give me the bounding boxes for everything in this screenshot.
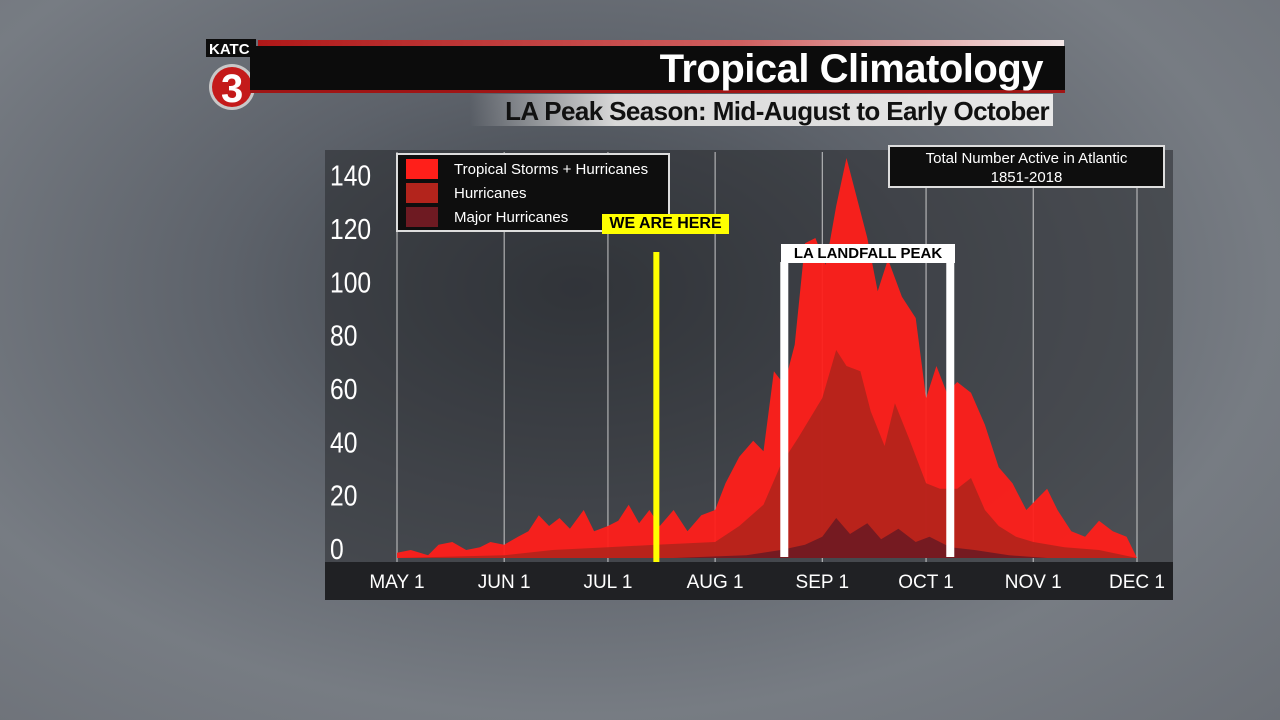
y-tick-label: 60 bbox=[330, 373, 357, 405]
x-tick-label: DEC 1 bbox=[1109, 572, 1165, 593]
y-tick-label: 80 bbox=[330, 320, 357, 352]
y-tick-label: 0 bbox=[330, 533, 344, 565]
landfall-peak-start-bar bbox=[780, 262, 789, 557]
svg-text:KATC: KATC bbox=[209, 41, 250, 58]
x-tick-label: MAY 1 bbox=[369, 572, 424, 593]
x-axis-band bbox=[325, 562, 1173, 600]
x-tick-label: JUL 1 bbox=[583, 572, 632, 593]
x-tick-label: SEP 1 bbox=[796, 572, 850, 593]
legend-label: Major Hurricanes bbox=[454, 208, 569, 226]
header-accent-strip bbox=[258, 40, 1064, 46]
legend-item-major-hurricanes: Major Hurricanes bbox=[406, 207, 568, 227]
svg-text:3: 3 bbox=[221, 67, 243, 111]
info-line-1: Total Number Active in Atlantic bbox=[925, 150, 1128, 167]
legend-label: Hurricanes bbox=[454, 184, 527, 202]
page-title: Tropical Climatology bbox=[659, 47, 1044, 91]
info-box: Total Number Active in Atlantic 1851-201… bbox=[888, 145, 1165, 188]
page-subtitle: LA Peak Season: Mid-August to Early Octo… bbox=[505, 96, 1049, 126]
landfall-peak-end-bar bbox=[946, 262, 955, 557]
info-line-2: 1851-2018 bbox=[990, 169, 1063, 186]
y-tick-label: 120 bbox=[330, 213, 371, 245]
y-tick-label: 140 bbox=[330, 160, 371, 192]
x-tick-label: AUG 1 bbox=[687, 572, 744, 593]
la-landfall-peak-label: LA LANDFALL PEAK bbox=[781, 244, 955, 263]
legend-label: Tropical Storms + Hurricanes bbox=[454, 160, 649, 178]
subtitle-bar: LA Peak Season: Mid-August to Early Octo… bbox=[470, 94, 1053, 126]
y-tick-label: 40 bbox=[330, 426, 357, 458]
y-tick-label: 100 bbox=[330, 266, 371, 298]
x-tick-label: NOV 1 bbox=[1005, 572, 1062, 593]
title-bar: Tropical Climatology bbox=[250, 46, 1065, 93]
we-are-here-line bbox=[653, 252, 660, 562]
x-tick-label: JUN 1 bbox=[478, 572, 531, 593]
legend-swatch bbox=[406, 183, 438, 203]
legend-item-hurricanes: Hurricanes bbox=[406, 183, 527, 203]
legend-swatch bbox=[406, 207, 438, 227]
y-tick-label: 20 bbox=[330, 480, 357, 512]
x-tick-label: OCT 1 bbox=[898, 572, 954, 593]
we-are-here-label: WE ARE HERE bbox=[602, 214, 729, 234]
legend-swatch bbox=[406, 159, 438, 179]
legend-item-tropical-storms-hurricanes: Tropical Storms + Hurricanes bbox=[406, 159, 648, 179]
